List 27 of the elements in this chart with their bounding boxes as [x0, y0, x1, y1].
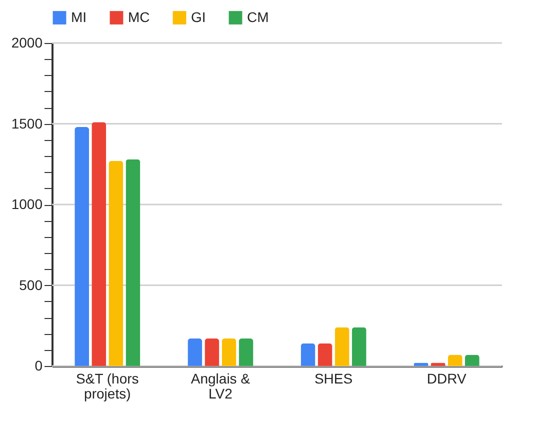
y-tick-label: 1000: [11, 196, 43, 212]
x-tick-label: SHES: [314, 370, 353, 386]
y-tick-label: 1500: [11, 115, 43, 132]
legend-label: GI: [191, 8, 206, 25]
bar: [238, 338, 254, 366]
x-tick-label: S&T (hors projets): [76, 370, 139, 402]
bar: [318, 343, 332, 366]
x-tick-label: Anglais & LV2: [190, 370, 251, 402]
bar: [222, 338, 236, 366]
legend-label: MC: [128, 8, 150, 25]
bar: [74, 126, 90, 366]
bar: [300, 343, 316, 366]
legend-label: CM: [247, 8, 269, 25]
y-tick-label: 500: [19, 276, 43, 293]
bar: [126, 159, 140, 366]
bar: [334, 327, 350, 366]
bar: [92, 122, 106, 366]
bar: [464, 354, 480, 366]
x-tick-label: DDRV: [426, 370, 467, 386]
bar: [188, 338, 202, 366]
bar: [352, 327, 366, 366]
y-tick-label: 0: [34, 358, 43, 374]
y-tick-label: 2000: [11, 34, 43, 50]
bar: [108, 160, 124, 366]
bar: [448, 354, 462, 366]
legend-label: MI: [71, 8, 87, 25]
bar: [204, 338, 220, 366]
